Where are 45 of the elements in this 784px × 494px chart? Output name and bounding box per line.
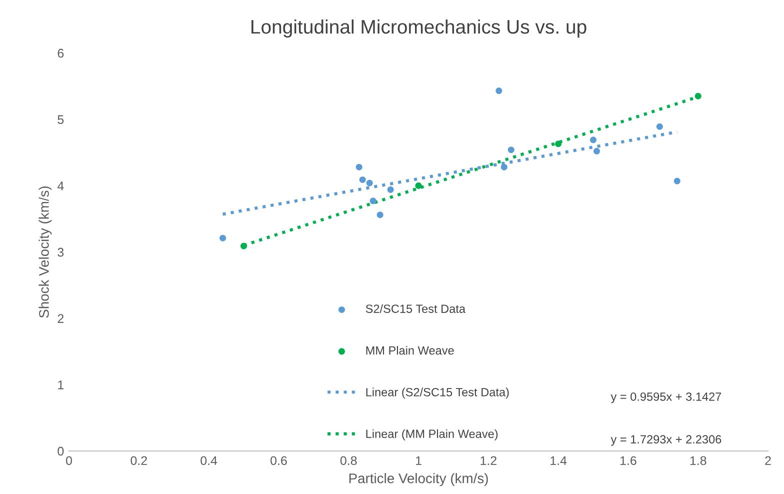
y-tick-label: 1	[58, 380, 64, 390]
point	[356, 164, 362, 170]
legend-label: MM Plain Weave	[366, 346, 454, 355]
legend-label: S2/SC15 Test Data	[366, 304, 466, 313]
y-tick-label: 5	[58, 115, 64, 124]
x-tick-label: 0.4	[200, 456, 218, 466]
point	[376, 212, 384, 218]
point	[508, 146, 514, 154]
x-axis-title: Particle Velocity (km/s)	[349, 473, 488, 486]
point	[370, 198, 376, 204]
x-tick-label: 0.2	[130, 456, 147, 466]
point	[555, 140, 562, 148]
y-tick-label: 0	[58, 446, 64, 456]
y-tick-label: 4	[57, 182, 64, 190]
y-tick-label: 2	[58, 314, 64, 323]
x-tick-label: 1.8	[690, 456, 706, 466]
x-tick-label: 0	[66, 456, 72, 466]
legend-label: Linear (S2/SC15 Test Data)	[366, 388, 509, 399]
chart-title: Longitudinal Micromechanics Us vs. up	[252, 19, 586, 38]
point	[590, 136, 597, 144]
annotation: y = 1.7293x + 2.2306	[610, 435, 722, 446]
point	[387, 186, 394, 193]
annotation: y = 0.9595x + 3.1427	[610, 392, 722, 404]
x-tick-label: 1.6	[620, 456, 636, 466]
point	[240, 242, 248, 250]
point	[359, 176, 366, 183]
x-tick-label: 1.4	[550, 456, 567, 465]
y-tick-label: 6	[58, 48, 64, 58]
point	[694, 92, 702, 100]
point	[496, 88, 502, 94]
y-tick-label: 3	[58, 248, 64, 257]
point	[500, 164, 508, 170]
point	[220, 234, 226, 242]
x-tick-label: 0.8	[340, 456, 357, 466]
point	[674, 178, 680, 184]
x-tick-label: 1.2	[480, 456, 496, 465]
x-tick-label: 0.6	[270, 456, 287, 466]
point	[593, 148, 600, 154]
legend-label: Linear (MM Plain Weave)	[366, 429, 498, 440]
y-axis-title: Shock Velocity (km/s)	[38, 186, 52, 318]
x-tick-label: 2	[765, 456, 771, 465]
x-tick-label: 1	[416, 456, 422, 465]
point	[656, 123, 663, 130]
point	[415, 182, 422, 189]
point	[366, 180, 373, 186]
